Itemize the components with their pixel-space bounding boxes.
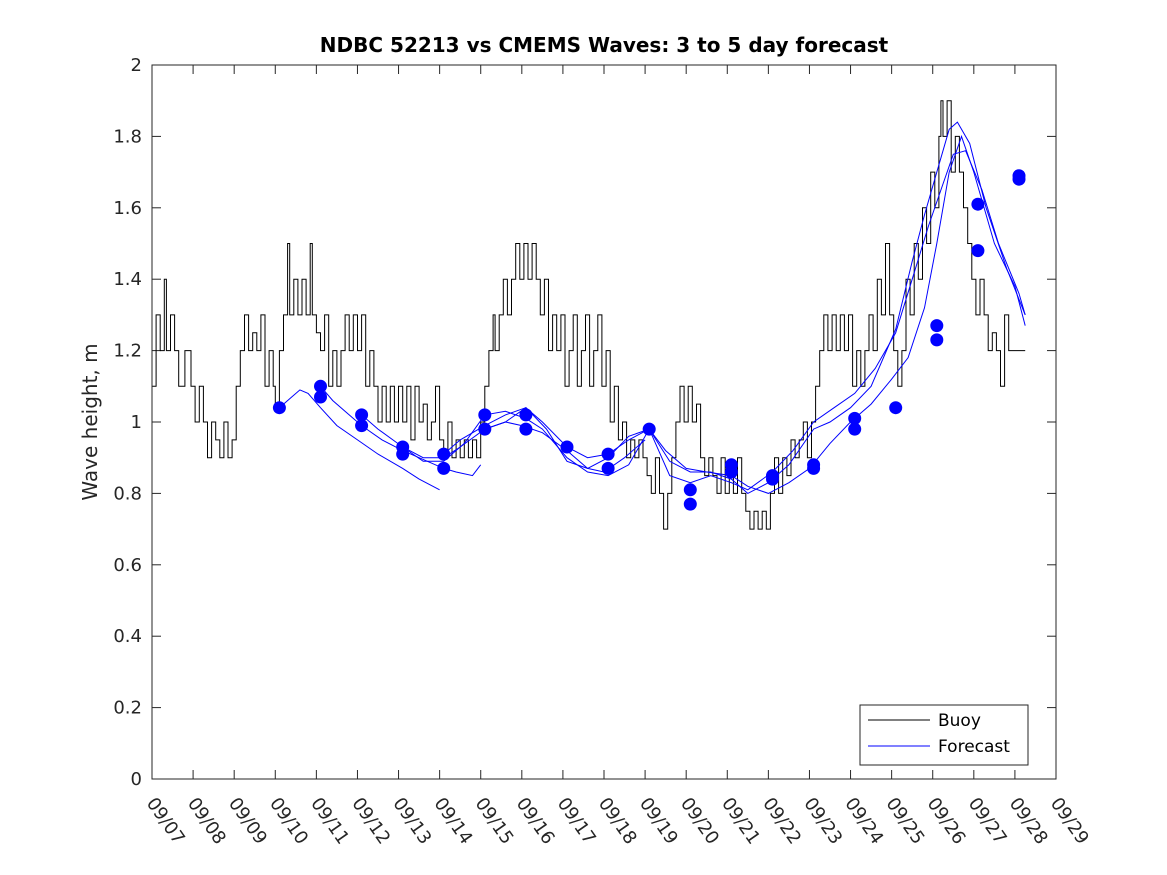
y-tick-label: 1.6 [113,198,142,219]
legend: Buoy Forecast [859,704,1029,766]
y-tick-label: 0.2 [113,698,142,719]
legend-forecast-label: Forecast [938,737,1010,757]
forecast-marker [807,461,821,475]
chart-title: NDBC 52213 vs CMEMS Waves: 3 to 5 day fo… [320,33,889,57]
x-tick-label: 09/10 [265,794,312,849]
forecast-series [279,121,1026,495]
x-tick-label: 09/22 [758,794,805,849]
forecast-marker [355,408,369,422]
forecast-line [443,121,1026,495]
x-tick-label: 09/27 [964,794,1011,849]
y-tick-label: 0.6 [113,555,142,576]
forecast-marker [519,408,533,422]
x-tick-label: 09/14 [430,794,477,849]
x-tick-label: 09/13 [388,794,435,849]
buoy-series [152,100,1026,530]
forecast-markers [272,169,1026,511]
forecast-marker [437,447,451,461]
forecast-marker [272,401,286,415]
x-tick-label: 09/23 [799,794,846,849]
x-tick-label: 09/15 [471,794,518,849]
y-axis-label: Wave height, m [78,343,102,500]
forecast-marker [683,497,697,511]
plot-background [152,65,1056,779]
forecast-marker [971,197,985,211]
x-tick-label: 09/16 [512,794,559,849]
forecast-marker [766,472,779,486]
y-tick-label: 1 [131,412,142,433]
x-tick-label: 09/20 [676,794,723,849]
x-tick-label: 09/25 [882,794,929,849]
x-tick-label: 09/08 [183,794,230,849]
x-tick-label: 09/12 [347,794,394,849]
y-tick-label: 1.8 [113,126,142,147]
y-tick-label: 1.2 [113,341,142,362]
y-tick-label: 0.4 [113,626,142,647]
forecast-marker [314,379,327,393]
forecast-marker [930,319,944,333]
forecast-marker [642,422,656,436]
y-tick-label: 0.8 [113,483,142,504]
x-tick-label: 09/26 [923,794,970,849]
forecast-marker [930,333,944,347]
forecast-marker [355,419,369,433]
forecast-line [484,150,1026,491]
forecast-marker [601,461,615,475]
forecast-marker [724,465,738,479]
forecast-marker [560,440,574,454]
forecast-marker [971,244,985,258]
y-tick-label: 1.4 [113,269,142,290]
x-tick-label: 09/07 [142,794,189,849]
y-tick-label: 0 [131,769,142,790]
x-tick-label: 09/21 [717,794,764,849]
x-tick-label: 09/19 [635,794,682,849]
forecast-marker [437,461,451,475]
x-tick-label: 09/18 [594,794,641,849]
forecast-marker [889,401,903,415]
forecast-marker [478,422,492,436]
x-tick-label: 09/28 [1005,794,1052,849]
legend-box [859,704,1029,766]
buoy-line [152,100,1026,530]
x-tick-label: 09/09 [224,794,271,849]
forecast-marker [848,411,862,425]
forecast-line [279,389,440,491]
y-axis-ticks: 0 0.2 0.4 0.6 0.8 1 1.2 1.4 1.6 1.8 2 [113,55,1056,790]
forecast-marker [601,447,615,461]
forecast-marker [683,483,697,497]
forecast-marker [314,390,327,404]
y-tick-label: 2 [131,55,142,76]
plot-frame [151,64,1057,780]
forecast-marker [1012,172,1026,186]
forecast-marker [478,408,492,422]
x-tick-label: 09/11 [306,794,353,849]
x-tick-label: 09/24 [840,794,887,849]
forecast-marker [848,422,862,436]
x-tick-label: 09/17 [553,794,600,849]
legend-buoy-label: Buoy [938,711,981,731]
x-tick-label: 09/29 [1046,794,1093,849]
forecast-marker [519,422,533,436]
forecast-marker [396,447,410,461]
